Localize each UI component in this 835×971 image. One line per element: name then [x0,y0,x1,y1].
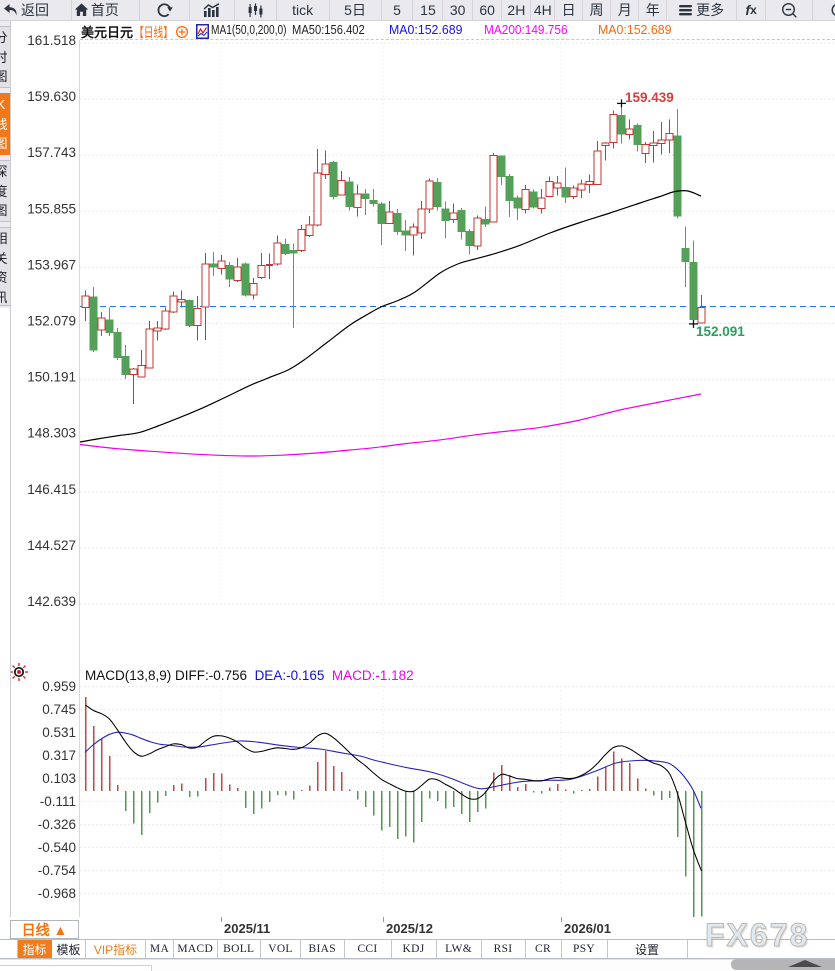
svg-text:-0.326: -0.326 [38,817,76,832]
svg-text:159.630: 159.630 [27,89,76,104]
svg-text:MACD(13,8,9) DIFF:-0.756 DEA:: MACD(13,8,9) DIFF:-0.756 DEA:-0.165 MACD… [85,668,414,683]
svg-text:-0.111: -0.111 [40,794,76,809]
svg-text:-0.540: -0.540 [38,840,76,855]
svg-text:0.959: 0.959 [42,679,76,694]
svg-text:148.303: 148.303 [27,426,76,441]
svg-text:159.439: 159.439 [625,90,674,105]
svg-text:152.091: 152.091 [696,324,745,339]
svg-text:0.531: 0.531 [42,725,76,740]
svg-text:-0.754: -0.754 [38,863,77,878]
svg-text:-0.968: -0.968 [38,886,76,901]
svg-text:155.855: 155.855 [27,201,76,216]
svg-text:144.527: 144.527 [27,538,76,553]
svg-text:150.191: 150.191 [27,370,76,385]
svg-text:0.317: 0.317 [42,748,76,763]
svg-text:0.103: 0.103 [42,771,76,786]
svg-text:0.745: 0.745 [42,702,76,717]
svg-text:157.743: 157.743 [27,145,76,160]
svg-text:161.518: 161.518 [27,33,76,48]
svg-text:142.639: 142.639 [27,594,76,609]
svg-text:152.079: 152.079 [27,314,76,329]
svg-text:146.415: 146.415 [27,482,76,497]
svg-text:153.967: 153.967 [27,257,76,272]
